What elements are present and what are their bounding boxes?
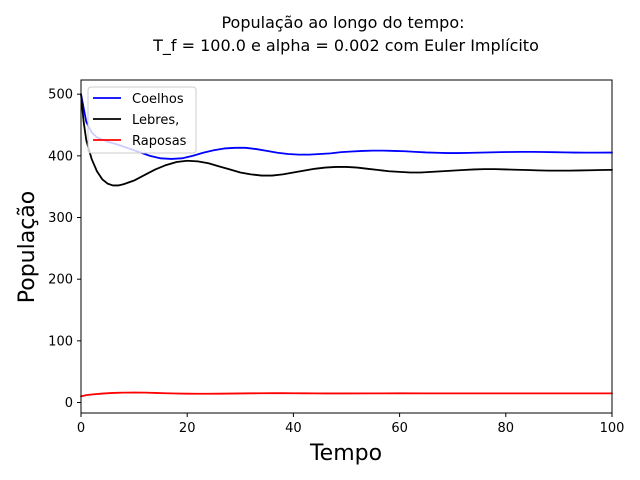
- x-tick-label: 20: [179, 421, 196, 436]
- y-tick-label: 500: [48, 88, 73, 103]
- chart-title: População ao longo do tempo:: [221, 13, 464, 32]
- legend-label-1: Lebres,: [132, 113, 179, 128]
- y-axis-ticks: 0 100 200 300 400 500: [48, 88, 81, 411]
- series-line-0: [80, 93, 613, 160]
- x-axis-label: Tempo: [309, 441, 382, 466]
- y-tick-label: 400: [48, 149, 73, 164]
- x-tick-label: 0: [77, 421, 85, 436]
- x-tick-label: 80: [498, 421, 515, 436]
- x-axis-ticks: 0 20 40 60 80 100: [77, 413, 625, 436]
- y-tick-label: 100: [48, 334, 73, 349]
- x-tick-label: 100: [600, 421, 625, 436]
- x-tick-label: 40: [285, 421, 302, 436]
- chart-subtitle: T_f = 100.0 e alpha = 0.002 com Euler Im…: [152, 36, 539, 56]
- legend-box: [87, 86, 197, 154]
- series-line-1: [80, 93, 613, 187]
- y-tick-label: 200: [48, 273, 73, 288]
- legend-label-2: Raposas: [132, 134, 187, 149]
- y-axis-label: População: [15, 191, 40, 303]
- plot-frame: [80, 79, 613, 414]
- series-line-2: [80, 391, 613, 398]
- legend-label-0: Coelhos: [132, 92, 184, 107]
- x-tick-label: 60: [391, 421, 408, 436]
- series-layer: [80, 93, 613, 398]
- y-tick-label: 0: [65, 396, 73, 411]
- y-tick-label: 300: [48, 211, 73, 226]
- legend: Coelhos Lebres, Raposas: [87, 86, 197, 154]
